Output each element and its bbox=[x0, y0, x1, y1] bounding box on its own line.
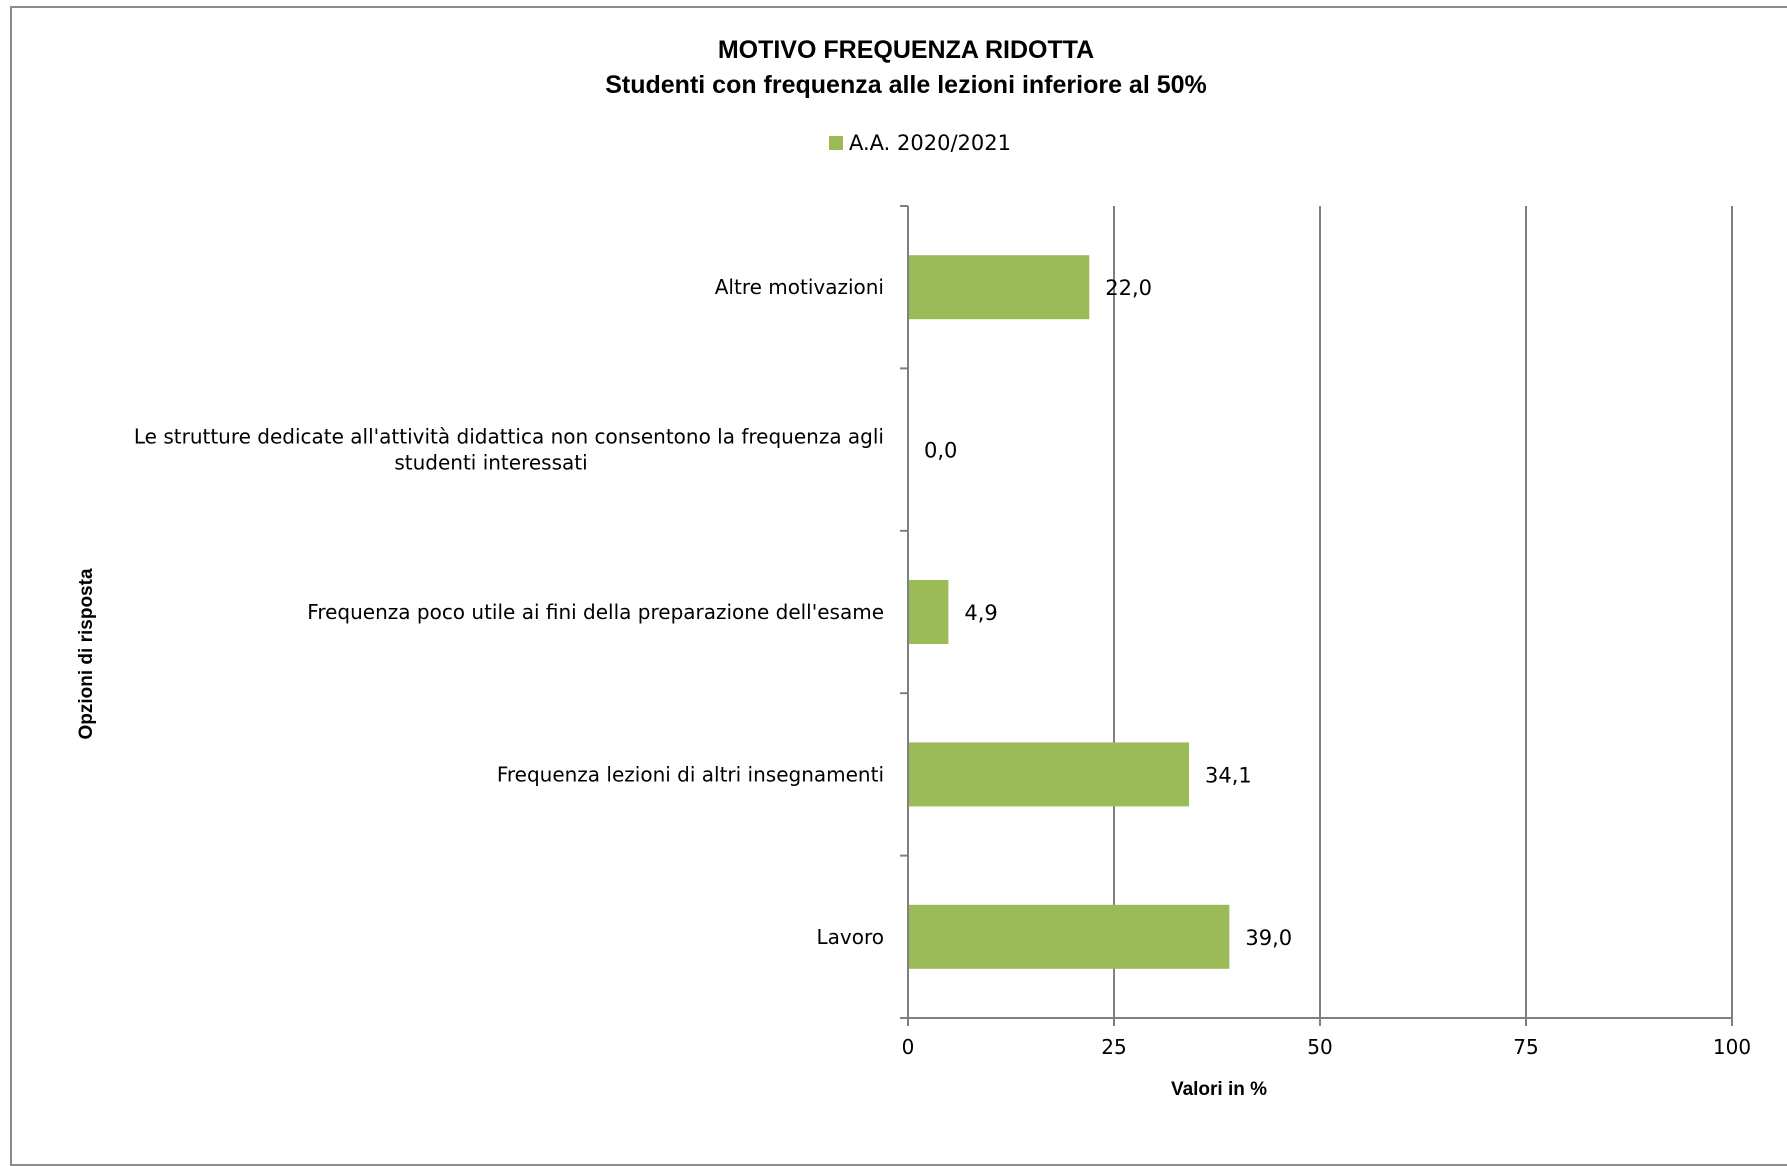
tick-labels: 0 25 50 75 100 bbox=[902, 1035, 1751, 1059]
category-label: Frequenza poco utile ai fini della prepa… bbox=[307, 600, 884, 624]
bar-value-label: 22,0 bbox=[1105, 276, 1152, 300]
x-tick-label: 100 bbox=[1713, 1035, 1751, 1059]
y-axis-title: Opzioni di risposta bbox=[76, 568, 97, 739]
legend: A.A. 2020/2021 bbox=[829, 131, 1011, 155]
gridlines bbox=[1113, 206, 1733, 1018]
chart-frame: MOTIVO FREQUENZA RIDOTTA Studenti con fr… bbox=[10, 6, 1787, 1166]
chart-subtitle: Studenti con frequenza alle lezioni infe… bbox=[605, 71, 1207, 99]
x-tick-label: 0 bbox=[902, 1035, 915, 1059]
value-labels: 22,0 0,0 4,9 34,1 39,0 bbox=[924, 276, 1292, 950]
bar-value-label: 39,0 bbox=[1245, 926, 1292, 950]
bar-chart: MOTIVO FREQUENZA RIDOTTA Studenti con fr… bbox=[76, 36, 1751, 1100]
chart-title: MOTIVO FREQUENZA RIDOTTA bbox=[718, 36, 1094, 64]
bar-value-label: 0,0 bbox=[924, 439, 957, 463]
x-axis-title: Valori in % bbox=[1171, 1079, 1267, 1100]
axes bbox=[900, 205, 1733, 1026]
bar bbox=[908, 904, 1230, 969]
bar-value-label: 4,9 bbox=[964, 601, 997, 625]
bar bbox=[908, 742, 1189, 807]
bars bbox=[908, 255, 1230, 969]
bar bbox=[908, 255, 1090, 320]
category-label: Frequenza lezioni di altri insegnamenti bbox=[497, 762, 884, 786]
bar bbox=[908, 580, 949, 644]
x-tick-label: 50 bbox=[1307, 1035, 1332, 1059]
x-tick-label: 25 bbox=[1101, 1035, 1126, 1059]
x-tick-label: 75 bbox=[1513, 1035, 1538, 1059]
legend-swatch bbox=[829, 136, 843, 150]
category-label: Le strutture dedicate all'attività didat… bbox=[134, 425, 884, 475]
legend-label: A.A. 2020/2021 bbox=[849, 131, 1011, 155]
category-label: Altre motivazioni bbox=[715, 275, 884, 299]
bar-value-label: 34,1 bbox=[1205, 763, 1252, 787]
category-label: Lavoro bbox=[817, 925, 885, 949]
category-labels: Altre motivazioni Le strutture dedicate a… bbox=[134, 275, 884, 949]
